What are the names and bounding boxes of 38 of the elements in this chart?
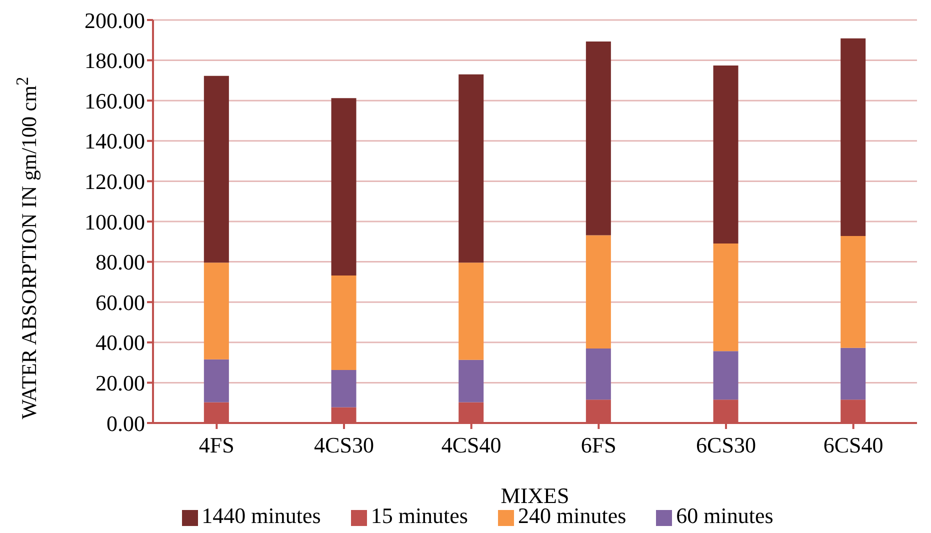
bar [840,348,866,400]
x-tick-label: 4CS40 [441,432,502,458]
bar [331,276,356,370]
y-tick-label: 180.00 [84,48,145,74]
bar [840,38,866,236]
y-tick-label: 140.00 [84,128,145,154]
bar [458,74,484,263]
legend-label: 15 minutes [370,503,468,528]
bar [458,262,484,360]
bar [586,348,611,400]
y-tick-label: 80.00 [96,250,145,275]
bar [331,98,356,276]
y-tick-label: 120.00 [84,169,145,194]
bar [713,66,738,244]
bar [586,235,611,348]
y-tick-label: 20.00 [96,370,145,396]
bar [840,236,866,348]
bar [713,351,738,400]
y-tick-label: 60.00 [96,290,145,315]
bar [713,243,738,352]
x-tick-label: 6FS [580,432,616,458]
y-tick-label: 160.00 [84,88,145,114]
legend-label: 1440 minutes [202,503,321,528]
bar [204,76,229,263]
x-tick-label: 6CS40 [823,432,884,458]
x-tick-label: 4FS [198,432,234,458]
legend-label: 60 minutes [676,503,774,528]
y-tick-label: 40.00 [96,330,145,356]
x-tick-label: 6CS30 [696,432,756,458]
y-tick-label: 0.00 [106,410,145,436]
y-tick-label: 200.00 [84,8,145,33]
bar [204,262,229,360]
bar [331,370,356,408]
bar [458,360,484,402]
bar [586,42,611,236]
bar [204,359,229,402]
y-tick-label: 100.00 [84,209,145,234]
x-tick-label: 4CS30 [314,432,374,458]
